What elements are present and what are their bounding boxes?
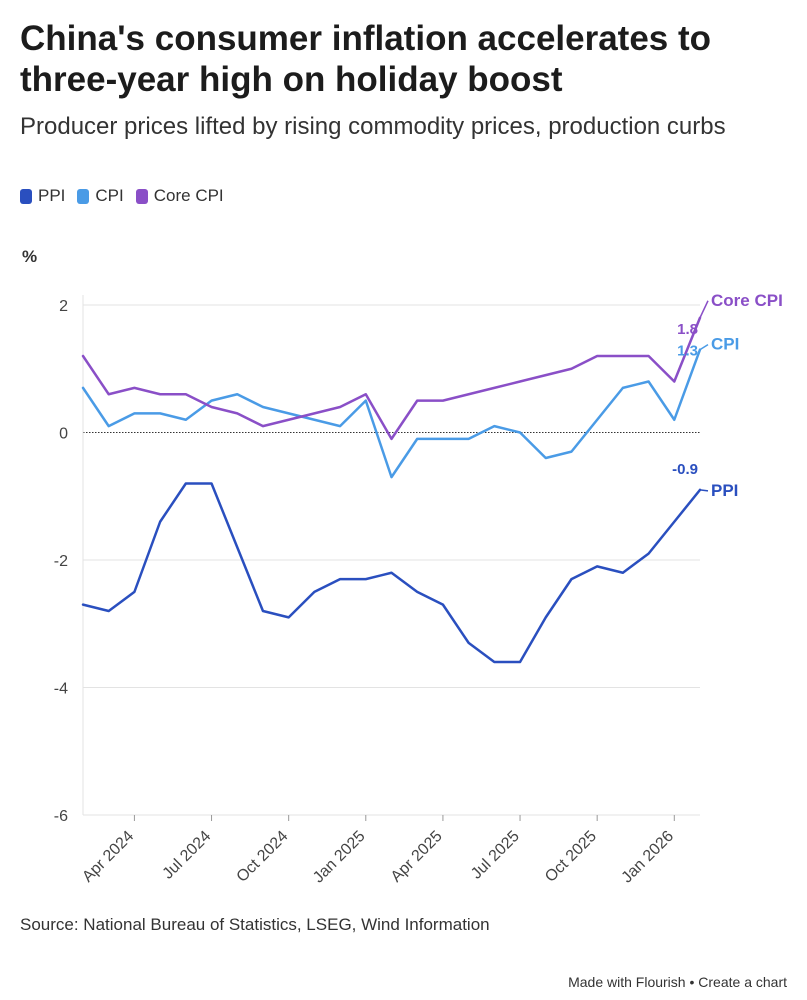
y-tick-label: -6 xyxy=(54,808,68,825)
end-value-label-core-cpi: 1.8 xyxy=(677,321,698,338)
create-chart-link[interactable]: Create a chart xyxy=(698,974,787,990)
end-value-label-ppi: -0.9 xyxy=(672,461,698,478)
legend: PPI CPI Core CPI xyxy=(20,186,224,206)
x-tick-labels: Apr 2024 Jul 2024 Oct 2024 Jan 2025 Apr 2025… xyxy=(79,815,677,886)
made-with-flourish-link[interactable]: Made with Flourish xyxy=(568,974,686,990)
end-label-connector-cpi xyxy=(699,343,709,351)
y-tick-label: 0 xyxy=(59,426,68,443)
series-lines xyxy=(81,316,702,664)
series-line-ppi xyxy=(81,482,702,664)
y-tick-label: -2 xyxy=(54,553,68,570)
y-tick-label: 2 xyxy=(59,298,68,315)
legend-swatch-core-cpi xyxy=(135,188,148,204)
series-line-core-cpi xyxy=(81,316,702,441)
line-chart: % 2 0 -2 -4 -6 Apr 2024 Jul 2024 Oct 2024 Jan 2… xyxy=(22,247,783,886)
footer-separator: • xyxy=(689,974,695,990)
end-label-connector-core-cpi xyxy=(699,300,709,319)
footer: Made with Flourish • Create a chart xyxy=(568,974,787,990)
y-tick-label: -4 xyxy=(54,681,68,698)
end-labels: -0.9 PPI 1.3 CPI 1.8 Core CPI xyxy=(672,291,783,500)
x-tick-label: Apr 2025 xyxy=(388,828,446,886)
y-axis-unit-label: % xyxy=(22,247,37,266)
chart-subtitle: Producer prices lifted by rising commodi… xyxy=(20,113,726,140)
legend-item-core-cpi[interactable]: Core CPI xyxy=(135,186,224,206)
legend-item-ppi[interactable]: PPI xyxy=(20,186,65,206)
series-line-cpi xyxy=(81,348,702,479)
end-value-label-cpi: 1.3 xyxy=(677,343,698,360)
chart-title: China's consumer inflation accelerates t… xyxy=(20,19,712,99)
end-name-label-core-cpi: Core CPI xyxy=(711,291,783,310)
legend-swatch-ppi xyxy=(20,188,32,204)
x-tick-label: Oct 2025 xyxy=(542,828,600,886)
x-tick-label: Oct 2024 xyxy=(234,828,292,886)
legend-label-cpi: CPI xyxy=(95,186,124,205)
x-tick-label: Jan 2025 xyxy=(310,828,369,887)
x-tick-label: Apr 2024 xyxy=(79,828,137,886)
end-name-label-ppi: PPI xyxy=(711,481,738,500)
legend-label-core-cpi: Core CPI xyxy=(153,186,224,205)
grid-lines xyxy=(82,295,700,816)
legend-swatch-cpi xyxy=(77,188,90,204)
legend-label-ppi: PPI xyxy=(38,186,66,205)
x-tick-label: Jul 2024 xyxy=(160,828,215,883)
y-tick-labels: 2 0 -2 -4 -6 xyxy=(54,298,68,825)
legend-item-cpi[interactable]: CPI xyxy=(77,186,124,206)
source-note: Source: National Bureau of Statistics, L… xyxy=(20,915,490,934)
x-tick-label: Jan 2026 xyxy=(619,828,678,887)
end-name-label-cpi: CPI xyxy=(711,335,739,354)
x-tick-label: Jul 2025 xyxy=(468,828,523,883)
end-label-connector-ppi xyxy=(699,489,709,492)
